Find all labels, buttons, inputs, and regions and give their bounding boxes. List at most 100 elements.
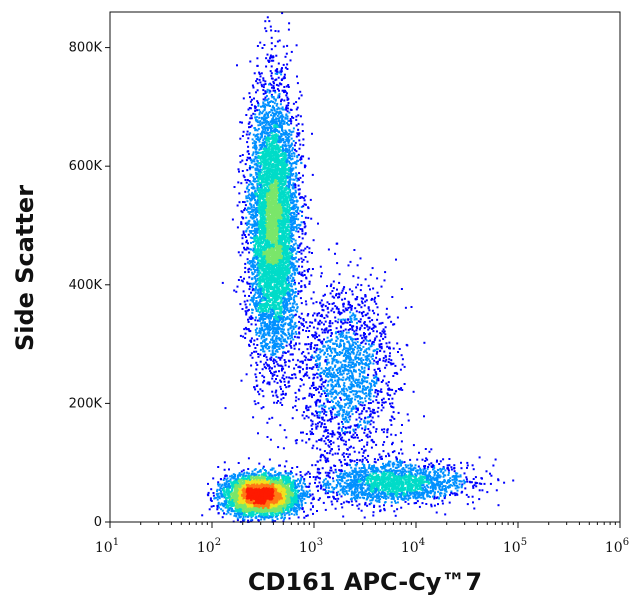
event-point bbox=[254, 252, 257, 255]
event-point bbox=[286, 44, 289, 47]
event-point bbox=[257, 136, 260, 139]
event-point bbox=[291, 174, 294, 177]
event-point bbox=[248, 197, 251, 199]
event-point bbox=[254, 373, 257, 376]
event-point bbox=[267, 134, 270, 137]
event-point bbox=[250, 364, 253, 367]
event-point bbox=[271, 332, 274, 335]
event-point bbox=[263, 212, 266, 215]
event-point bbox=[236, 64, 238, 67]
event-point bbox=[246, 309, 249, 312]
event-point bbox=[268, 306, 271, 309]
event-point bbox=[270, 93, 273, 96]
event-point bbox=[293, 300, 296, 303]
event-point bbox=[255, 269, 258, 272]
event-point bbox=[266, 344, 268, 347]
event-point bbox=[267, 189, 270, 192]
event-point bbox=[285, 229, 288, 231]
event-point bbox=[275, 117, 278, 120]
event-point bbox=[278, 296, 281, 298]
event-point bbox=[263, 137, 266, 140]
event-point bbox=[275, 308, 278, 311]
event-point bbox=[248, 329, 251, 332]
event-point bbox=[272, 116, 275, 119]
event-point bbox=[284, 338, 287, 341]
event-point bbox=[291, 219, 294, 222]
event-point bbox=[268, 140, 271, 143]
event-point bbox=[289, 157, 291, 160]
event-point bbox=[290, 192, 293, 195]
event-point bbox=[273, 342, 276, 345]
event-point bbox=[270, 123, 273, 126]
event-point bbox=[243, 328, 246, 331]
event-point bbox=[281, 89, 284, 92]
event-point bbox=[263, 309, 266, 312]
event-point bbox=[260, 264, 263, 267]
event-point bbox=[282, 272, 285, 275]
event-point bbox=[263, 288, 266, 291]
event-point bbox=[271, 127, 274, 130]
event-point bbox=[253, 158, 256, 161]
event-point bbox=[270, 338, 272, 341]
event-point bbox=[291, 157, 294, 160]
event-point bbox=[283, 86, 286, 88]
event-point bbox=[289, 277, 292, 280]
event-point bbox=[285, 245, 288, 248]
event-point bbox=[275, 104, 278, 107]
event-point bbox=[267, 328, 270, 331]
event-point bbox=[282, 180, 285, 183]
event-point bbox=[238, 201, 241, 204]
event-point bbox=[277, 190, 280, 193]
event-point bbox=[273, 307, 275, 310]
event-point bbox=[246, 141, 249, 144]
event-point bbox=[266, 208, 269, 211]
event-point bbox=[236, 226, 239, 229]
event-point bbox=[289, 217, 292, 219]
event-point bbox=[288, 333, 290, 335]
event-point bbox=[262, 230, 265, 233]
event-point bbox=[241, 135, 244, 137]
event-point bbox=[262, 340, 264, 343]
event-point bbox=[309, 198, 312, 201]
event-point bbox=[270, 36, 273, 39]
event-point bbox=[297, 134, 300, 137]
event-point bbox=[276, 145, 279, 148]
event-point bbox=[287, 28, 290, 31]
event-point bbox=[308, 268, 311, 271]
event-point bbox=[262, 291, 265, 294]
event-point bbox=[272, 175, 274, 178]
event-point bbox=[265, 137, 268, 139]
event-point bbox=[275, 118, 277, 121]
event-point bbox=[266, 347, 269, 350]
event-point bbox=[275, 299, 278, 301]
event-point bbox=[291, 237, 294, 240]
event-point bbox=[243, 176, 246, 179]
event-point bbox=[268, 208, 271, 211]
event-point bbox=[260, 318, 263, 321]
event-point bbox=[257, 168, 260, 171]
event-point bbox=[263, 376, 266, 379]
event-point bbox=[251, 286, 254, 289]
event-point bbox=[243, 246, 245, 249]
event-point bbox=[300, 221, 303, 224]
event-point bbox=[255, 151, 257, 154]
event-point bbox=[278, 89, 280, 92]
event-point bbox=[264, 342, 267, 345]
event-point bbox=[254, 329, 257, 331]
event-point bbox=[259, 388, 262, 391]
event-point bbox=[284, 154, 287, 157]
event-point bbox=[289, 219, 292, 222]
event-point bbox=[278, 201, 281, 204]
event-point bbox=[265, 153, 268, 156]
event-point bbox=[293, 200, 296, 203]
event-point bbox=[263, 336, 266, 339]
event-point bbox=[264, 293, 267, 296]
event-point bbox=[266, 148, 269, 151]
event-point bbox=[289, 221, 292, 223]
event-point bbox=[259, 151, 262, 154]
event-point bbox=[265, 226, 268, 229]
event-point bbox=[274, 313, 277, 316]
event-point bbox=[276, 88, 279, 91]
event-point bbox=[246, 227, 249, 230]
event-point bbox=[250, 161, 253, 164]
